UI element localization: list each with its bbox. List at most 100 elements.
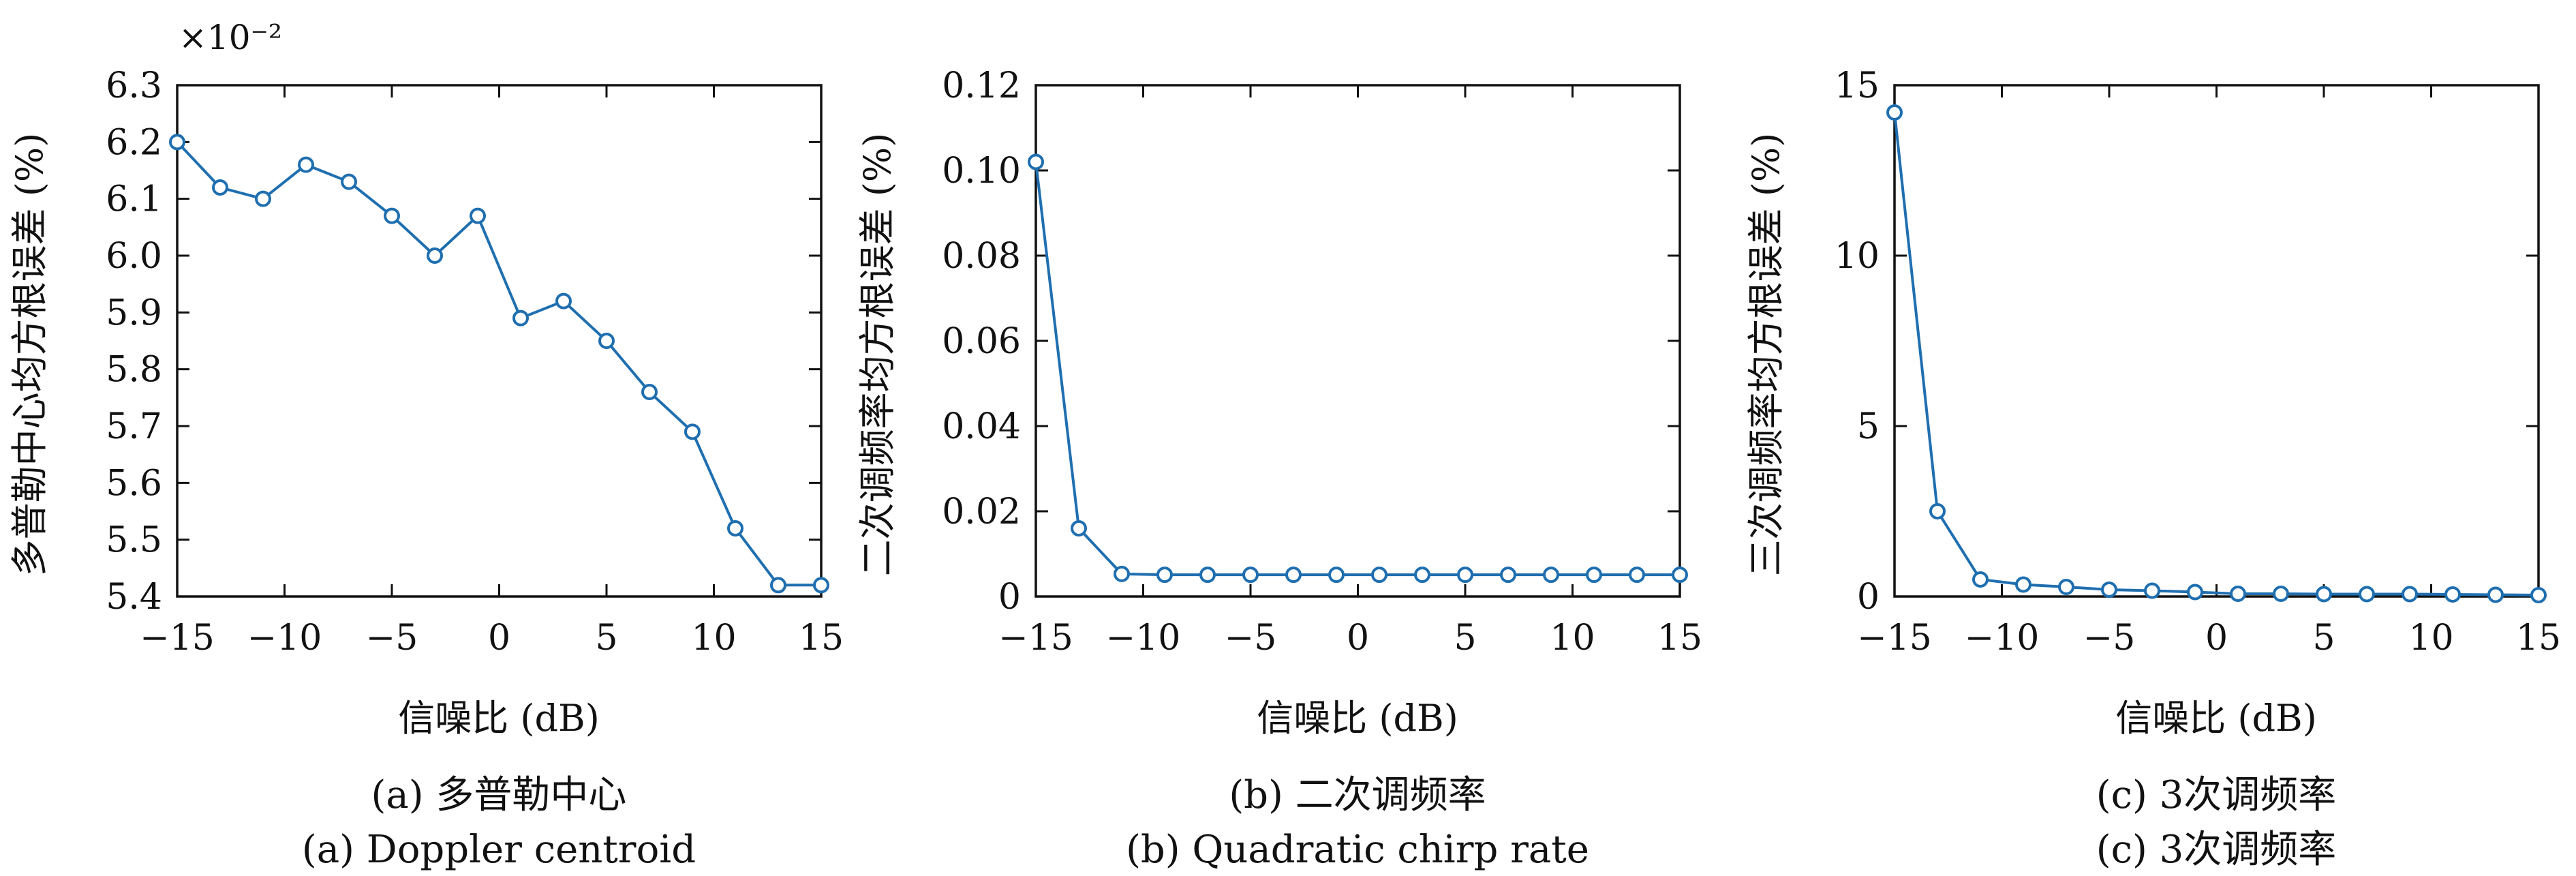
data-point: [2359, 586, 2375, 603]
x-axis-title-b: 信噪比 (dB): [1257, 697, 1458, 740]
y-ticks-b: [1036, 84, 1680, 598]
data-point: [598, 333, 615, 349]
x-ticks-b: [1034, 85, 1681, 596]
y-tick-label: 5: [1857, 406, 1880, 447]
data-point: [1929, 503, 1946, 519]
y-tick-labels-b: 0 0.02 0.04 0.06 0.08 0.10 0.12: [942, 65, 1021, 618]
y-tick-label: 0.12: [942, 65, 1021, 106]
y-tick-label: 5.5: [106, 520, 162, 561]
x-tick-label: 15: [799, 618, 844, 659]
y-tick-label: 6.2: [106, 122, 162, 163]
x-tick-label: 10: [691, 618, 736, 659]
y-axis-title-b: 二次调频率均方根误差 (%): [856, 133, 899, 577]
data-point: [727, 520, 743, 537]
data-point: [2058, 579, 2074, 595]
y-axis-title-a: 多普勒中心均方根误差 (%): [8, 133, 51, 577]
y-tick-label: 10: [1835, 236, 1880, 277]
y-tick-label: 6.0: [106, 236, 162, 277]
plot-frame-a: [176, 84, 823, 598]
x-tick-label: 10: [2408, 618, 2453, 659]
y-tick-label: 5.8: [106, 350, 162, 391]
data-point: [1199, 567, 1216, 584]
x-tick-label: 0: [488, 618, 510, 659]
x-tick-label: 15: [2516, 618, 2561, 659]
data-point: [2230, 586, 2246, 602]
x-tick-label: 0: [1347, 618, 1369, 659]
data-point: [1114, 565, 1130, 582]
series-line-c: [1893, 112, 2539, 596]
data-point: [1242, 567, 1259, 584]
data-point: [1156, 567, 1173, 584]
x-tick-label: −10: [1106, 618, 1181, 659]
y-multiplier-a: ×10⁻²: [179, 18, 282, 57]
data-point: [1586, 567, 1602, 584]
data-point: [813, 577, 829, 594]
panel-b-quadratic-chirp-rate: 0 0.02 0.04 0.06 0.08 0.10 0.12 −15 −10 −5 0 5 10 15…: [856, 65, 1702, 872]
panel-a-doppler-centroid: 5.4 5.5 5.6 5.7 5.8 5.9 6.0 6.1 6.2 6.3 −15 −10 −5 0…: [8, 18, 844, 872]
x-tick-label: −10: [247, 618, 322, 659]
data-point: [1328, 567, 1345, 584]
data-point: [770, 577, 786, 594]
y-tick-label: 0: [998, 577, 1021, 618]
caption-en-a: (a) Doppler centroid: [302, 828, 696, 872]
data-point: [684, 423, 701, 440]
data-point: [555, 292, 572, 309]
markers-b: [1028, 153, 1688, 584]
x-tick-label: −10: [1965, 618, 2040, 659]
x-tick-label: 5: [595, 618, 617, 659]
x-tick-label: 10: [1550, 618, 1595, 659]
y-tick-label: 0: [1857, 577, 1880, 618]
y-tick-label: 5.9: [106, 292, 162, 333]
y-tick-label: 0.06: [942, 321, 1021, 362]
data-point: [169, 134, 185, 151]
data-point: [641, 384, 658, 400]
data-point: [2101, 582, 2117, 598]
x-axis-title-a: 信噪比 (dB): [398, 697, 600, 740]
series-line-a: [176, 140, 821, 587]
series-line-b: [1034, 162, 1680, 577]
x-tick-label: 5: [2312, 618, 2335, 659]
data-point: [2402, 586, 2418, 603]
panel-c-cubic-chirp-rate: 0 5 10 15 −15 −10 −5 0 5 10 15 三次调频率均方根误差 (%) 信噪比…: [1745, 65, 2561, 872]
y-tick-label: 0.08: [942, 236, 1021, 277]
x-tick-label: 0: [2205, 618, 2228, 659]
x-ticks-a: [176, 85, 823, 596]
data-point: [1414, 567, 1430, 584]
data-point: [1285, 567, 1302, 584]
x-ticks-c: [1893, 85, 2540, 596]
data-point: [1886, 104, 1903, 121]
markers-c: [1886, 104, 2547, 603]
y-tick-label: 15: [1835, 65, 1880, 106]
y-axis-title-c: 三次调频率均方根误差 (%): [1745, 133, 1788, 577]
data-point: [1672, 567, 1688, 584]
y-tick-label: 5.4: [106, 577, 162, 618]
y-tick-label: 5.6: [106, 463, 162, 504]
markers-a: [169, 134, 829, 594]
data-point: [2530, 587, 2547, 603]
x-axis-title-c: 信噪比 (dB): [2115, 697, 2317, 740]
x-tick-label: −15: [1857, 618, 1932, 659]
data-point: [341, 173, 357, 190]
x-tick-label: −15: [140, 618, 215, 659]
y-ticks-c: [1895, 84, 2539, 598]
data-point: [1371, 567, 1387, 584]
caption-cn-a: (a) 多普勒中心: [371, 773, 627, 817]
data-point: [212, 179, 228, 196]
y-tick-label: 0.04: [942, 406, 1021, 447]
data-point: [2444, 586, 2461, 603]
data-point: [1457, 567, 1473, 584]
data-point: [2316, 586, 2332, 603]
data-point: [2273, 586, 2289, 602]
data-point: [2144, 582, 2160, 599]
caption-cn-c: (c) 3次调频率: [2096, 773, 2337, 817]
x-tick-label: −5: [366, 618, 418, 659]
x-tick-labels-b: −15 −10 −5 0 5 10 15: [998, 618, 1702, 659]
data-point: [1543, 567, 1559, 584]
y-tick-labels-c: 0 5 10 15: [1835, 65, 1880, 618]
data-point: [2015, 576, 2031, 593]
x-tick-labels-c: −15 −10 −5 0 5 10 15: [1857, 618, 2561, 659]
x-tick-label: 15: [1657, 618, 1702, 659]
plot-frame-b: [1034, 84, 1681, 598]
caption-cn-b: (b) 二次调频率: [1229, 773, 1486, 817]
